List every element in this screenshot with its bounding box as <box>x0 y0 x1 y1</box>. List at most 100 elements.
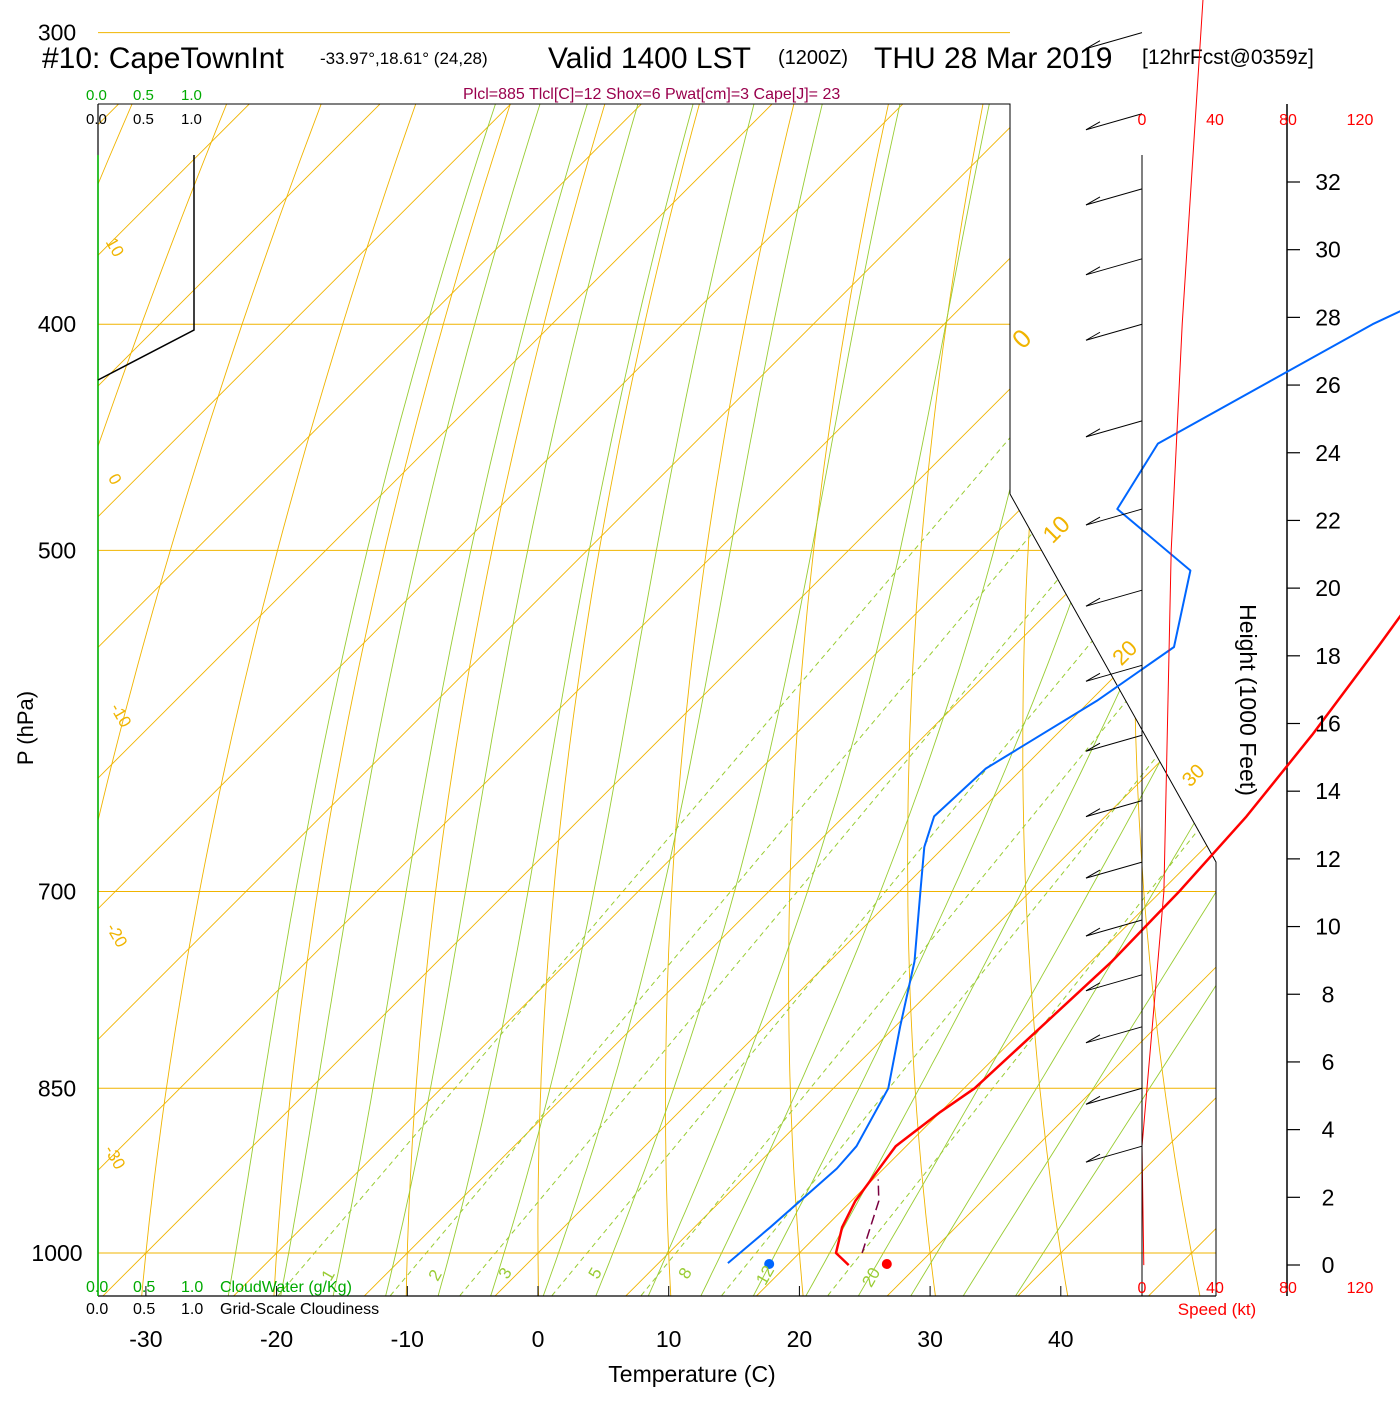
height-tick-label: 10 <box>1315 914 1341 940</box>
height-tick-label: 26 <box>1315 372 1341 398</box>
mixing-ratio-label: 12 <box>752 1262 778 1288</box>
dry-adiabat-line <box>908 0 1050 1303</box>
height-tick-label: 28 <box>1315 304 1341 330</box>
isotherm-line <box>0 0 732 1302</box>
moist-adiabat-line <box>1011 0 1400 1303</box>
top-green-2: 1.0 <box>181 87 202 104</box>
top-green-1: 0.5 <box>133 87 154 104</box>
mixing-ratio-line <box>636 324 1400 1302</box>
y-axis-title: P (hPa) <box>13 691 38 765</box>
wind-barb <box>1086 1146 1142 1162</box>
cloudiness-label: Grid-Scale Cloudiness <box>220 1301 379 1318</box>
height-tick-label: 30 <box>1315 237 1341 263</box>
x-tick-label: 30 <box>917 1326 943 1352</box>
dry-adiabat-line <box>141 0 528 1303</box>
pressure-tick-label: 400 <box>38 311 76 337</box>
speed-bottom-80: 80 <box>1279 1280 1297 1297</box>
mixing-ratio-label: 3 <box>495 1264 516 1282</box>
isotherm-line <box>0 0 601 1302</box>
dry-adiabat-line <box>274 0 616 1303</box>
height-tick-label: 12 <box>1315 846 1341 872</box>
height-tick-label: 8 <box>1322 981 1335 1007</box>
dry-adiabat-label: -20 <box>102 920 131 951</box>
mixing-ratio-line <box>822 324 1400 1302</box>
wind-barb <box>1086 1027 1142 1043</box>
station-title: #10: CapeTownInt <box>42 42 284 75</box>
wind-barb <box>1086 590 1142 606</box>
height-tick-label: 4 <box>1322 1117 1335 1143</box>
speed-top-80: 80 <box>1279 112 1297 129</box>
wind-barb <box>1086 114 1142 130</box>
moist-adiabat-line <box>593 0 975 1303</box>
mixing-ratio-line <box>385 324 1209 1302</box>
isotherm-line <box>0 0 1385 1302</box>
speed-bottom-40: 40 <box>1206 1280 1224 1297</box>
x-tick-label: -10 <box>391 1326 424 1352</box>
height-tick-label: 6 <box>1322 1049 1335 1075</box>
x-tick-label: 40 <box>1048 1326 1074 1352</box>
top-black-0: 0.0 <box>86 111 107 128</box>
sounding-profiles <box>728 0 1400 1296</box>
isotherm-line <box>96 0 1400 1302</box>
moist-adiabat-line <box>332 0 687 1303</box>
isotherm-line <box>0 0 862 1302</box>
bottom-scales: 0.0 0.5 1.0 CloudWater (g/Kg) 0.0 0.5 1.… <box>86 1279 379 1318</box>
wind-barb-feather <box>1086 332 1100 340</box>
top-green-0: 0.0 <box>86 87 107 104</box>
height-tick-label: 24 <box>1315 440 1341 466</box>
wind-barb-feather <box>1086 517 1100 525</box>
cloudiness-profile <box>98 155 194 380</box>
isotherm-line <box>1011 0 1400 1302</box>
isotherm-line <box>0 0 470 1302</box>
wind-barb-feather <box>1086 197 1100 205</box>
height-tick-label: 18 <box>1315 643 1341 669</box>
speed-top-40: 40 <box>1206 112 1224 129</box>
isotherm-line <box>227 0 1400 1302</box>
bottom-black-1: 0.5 <box>133 1301 155 1318</box>
wind-barb-feather <box>1086 598 1100 606</box>
bottom-green-0: 0.0 <box>86 1279 108 1296</box>
speed-bottom-120: 120 <box>1347 1280 1374 1297</box>
pressure-tick-label: 500 <box>38 537 76 563</box>
pressure-tick-label: 300 <box>38 20 76 46</box>
bottom-green-1: 0.5 <box>133 1279 155 1296</box>
x-tick-label: 20 <box>787 1326 813 1352</box>
x-tick-label: -20 <box>260 1326 293 1352</box>
wind-barb-feather <box>1086 809 1100 817</box>
axes: -30-20-100102030402503004005007008501000… <box>31 0 1341 1352</box>
wind-barb-feather <box>1086 870 1100 878</box>
mixing-ratio-label: 8 <box>675 1264 696 1282</box>
wind-barb <box>1086 421 1142 437</box>
wind-barb-feather <box>1086 429 1100 437</box>
x-tick-label: 10 <box>656 1326 682 1352</box>
forecast-label: [12hrFcst@0359z] <box>1142 46 1314 69</box>
dry-adiabat-label: 20 <box>1107 635 1142 670</box>
bottom-black-2: 1.0 <box>181 1301 203 1318</box>
wind-barb-feather <box>1086 1154 1100 1162</box>
height-tick-label: 14 <box>1315 778 1341 804</box>
dry-adiabat-label: 10 <box>1038 511 1076 549</box>
dry-adiabat-line <box>538 0 789 1303</box>
dry-adiabat-line <box>666 0 877 1303</box>
dry-adiabat-label: 10 <box>102 234 128 260</box>
speed-axis-label: Speed (kt) <box>1178 1300 1256 1319</box>
wind-barb-feather <box>1086 743 1100 751</box>
moist-adiabat-line <box>279 0 643 1303</box>
valid-date: THU 28 Mar 2019 <box>874 42 1112 75</box>
x-tick-label: -30 <box>129 1326 162 1352</box>
isotherm-line <box>750 0 1400 1302</box>
isotherm-line <box>0 0 993 1302</box>
dry-adiabat-line <box>406 0 702 1303</box>
dry-adiabat-line <box>0 0 268 1303</box>
moist-adiabat-line <box>541 0 903 1303</box>
wind-barb <box>1086 189 1142 205</box>
isotherm-line <box>1142 0 1400 1302</box>
isotherm-line <box>489 0 1400 1302</box>
mixing-ratio-label: 2 <box>425 1266 446 1284</box>
dry-adiabat-label: -10 <box>106 700 135 731</box>
wind-barb <box>1086 862 1142 878</box>
speed-top-0: 0 <box>1138 112 1147 129</box>
dry-adiabat-label: 0 <box>1006 323 1037 354</box>
height-tick-label: 20 <box>1315 575 1341 601</box>
mixing-ratio-label: 20 <box>858 1264 884 1290</box>
